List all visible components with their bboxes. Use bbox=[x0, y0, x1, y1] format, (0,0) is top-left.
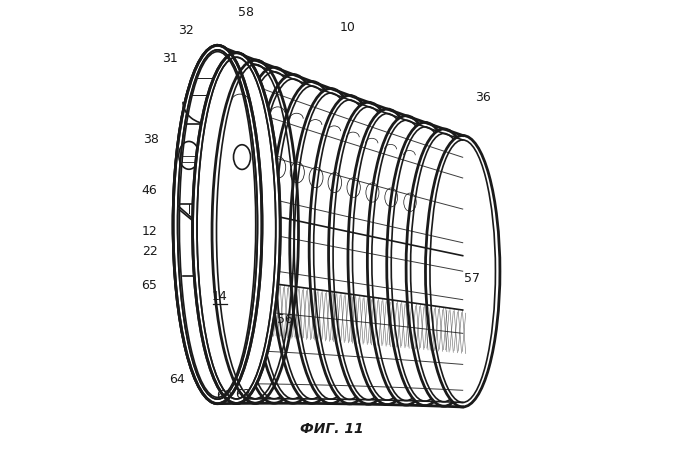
Ellipse shape bbox=[251, 75, 335, 403]
Ellipse shape bbox=[179, 52, 256, 397]
Ellipse shape bbox=[232, 67, 317, 403]
Ellipse shape bbox=[296, 95, 365, 397]
Ellipse shape bbox=[309, 96, 390, 404]
Text: 32: 32 bbox=[178, 24, 194, 37]
Ellipse shape bbox=[393, 129, 457, 399]
Ellipse shape bbox=[412, 135, 475, 400]
Ellipse shape bbox=[218, 66, 292, 397]
Text: 14: 14 bbox=[212, 290, 228, 303]
Ellipse shape bbox=[193, 53, 280, 404]
Ellipse shape bbox=[335, 109, 402, 398]
Ellipse shape bbox=[328, 102, 408, 404]
Ellipse shape bbox=[432, 142, 493, 401]
Text: 46: 46 bbox=[141, 185, 157, 197]
Text: 12: 12 bbox=[142, 225, 158, 238]
Ellipse shape bbox=[173, 45, 262, 404]
Text: 60: 60 bbox=[216, 389, 232, 401]
Text: 56: 56 bbox=[277, 313, 293, 326]
Text: 64: 64 bbox=[169, 373, 185, 386]
Text: 65: 65 bbox=[141, 279, 157, 291]
Ellipse shape bbox=[354, 115, 420, 398]
Bar bbox=[211, 156, 229, 162]
Ellipse shape bbox=[238, 74, 311, 397]
Ellipse shape bbox=[406, 129, 482, 406]
Ellipse shape bbox=[368, 116, 445, 405]
Text: 62: 62 bbox=[235, 388, 251, 401]
Ellipse shape bbox=[257, 81, 329, 397]
Ellipse shape bbox=[270, 82, 354, 403]
Ellipse shape bbox=[199, 59, 274, 397]
Text: 58: 58 bbox=[238, 6, 254, 19]
Ellipse shape bbox=[316, 102, 384, 397]
Ellipse shape bbox=[348, 109, 426, 405]
Ellipse shape bbox=[173, 45, 262, 404]
Text: 36: 36 bbox=[475, 92, 490, 104]
Bar bbox=[182, 156, 201, 162]
Text: 31: 31 bbox=[162, 52, 178, 65]
Text: ФИГ. 11: ФИГ. 11 bbox=[300, 422, 364, 436]
Ellipse shape bbox=[386, 123, 463, 405]
Ellipse shape bbox=[212, 60, 298, 403]
Ellipse shape bbox=[290, 88, 372, 404]
Ellipse shape bbox=[276, 88, 347, 397]
Text: 10: 10 bbox=[340, 22, 356, 34]
Ellipse shape bbox=[426, 136, 500, 407]
Ellipse shape bbox=[374, 122, 439, 399]
Text: 22: 22 bbox=[142, 245, 158, 258]
Text: 38: 38 bbox=[144, 133, 159, 145]
Ellipse shape bbox=[193, 53, 280, 404]
Text: 57: 57 bbox=[464, 272, 480, 285]
